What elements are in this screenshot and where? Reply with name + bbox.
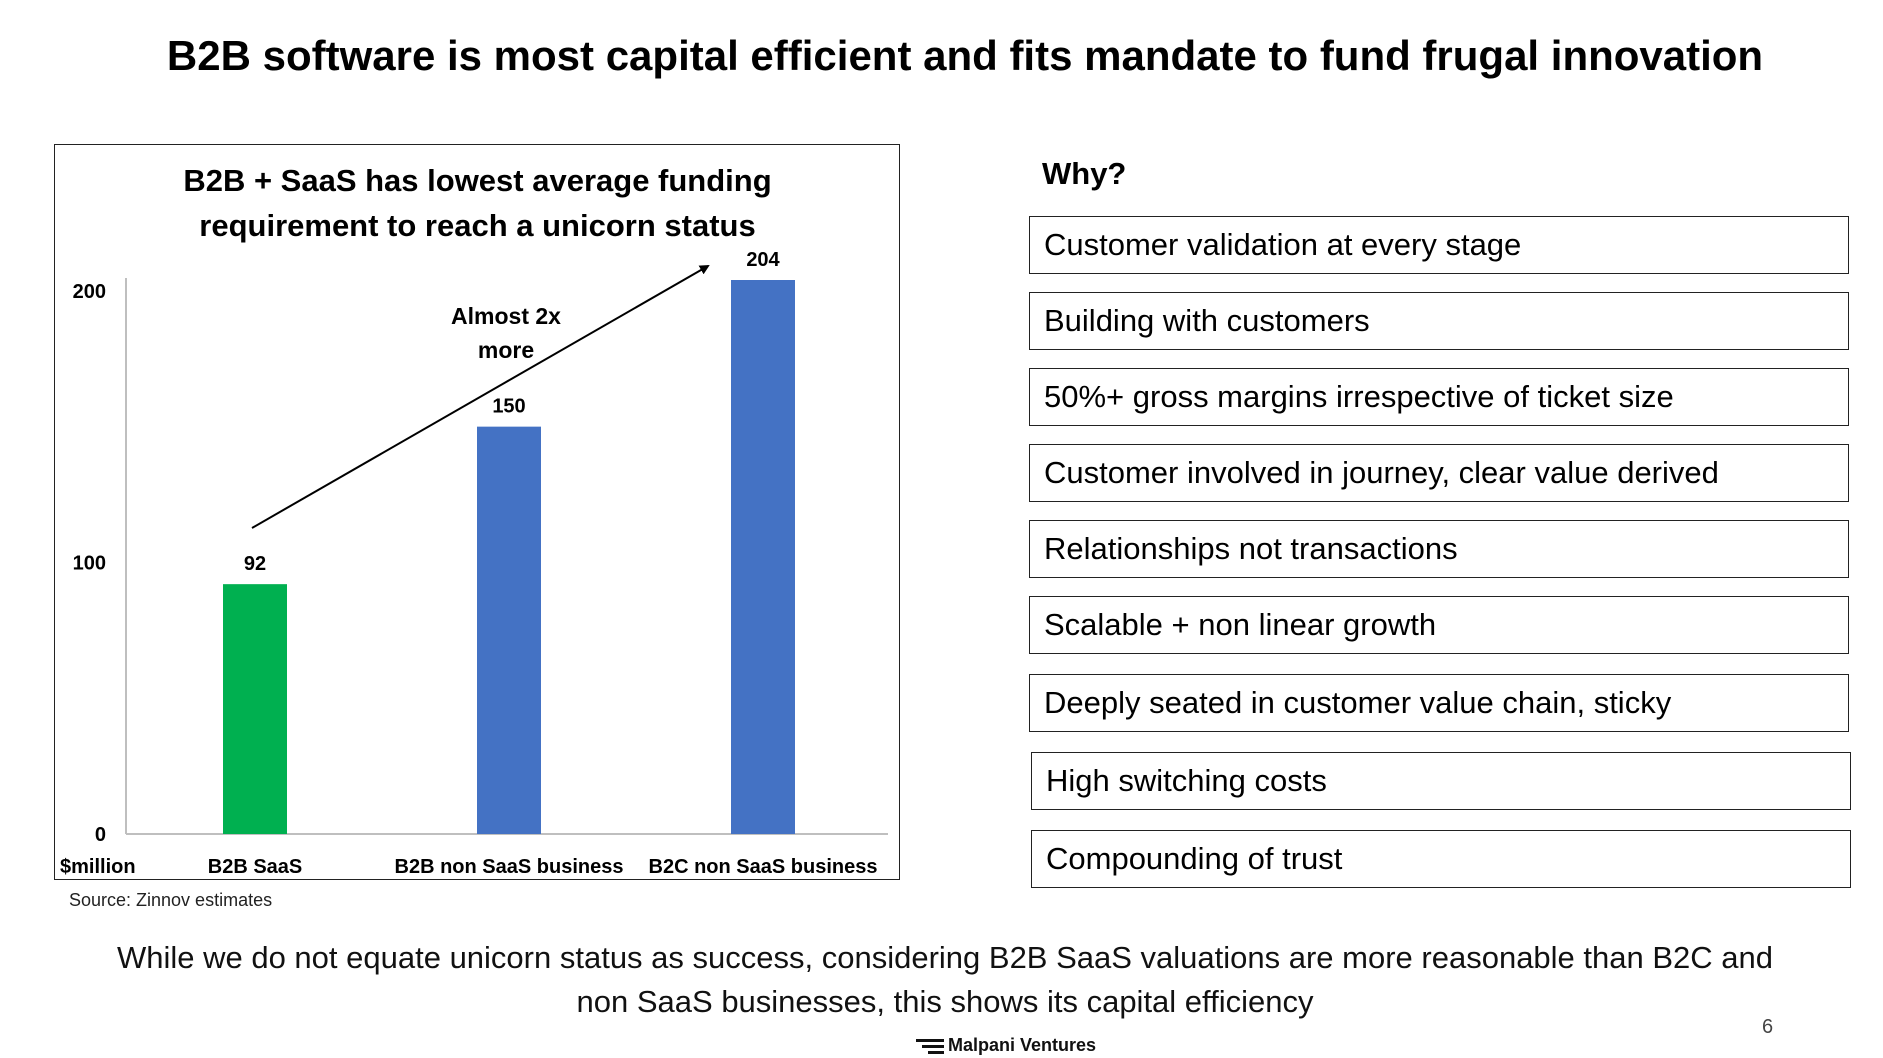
malpani-logo: Malpani Ventures <box>916 1036 1096 1058</box>
footer-line-2: non SaaS businesses, this shows its capi… <box>576 984 1314 1019</box>
bar-1 <box>477 426 541 834</box>
footer-text: While we do not equate unicorn status as… <box>60 936 1830 1024</box>
reason-box: 50%+ gross margins irrespective of ticke… <box>1029 368 1849 426</box>
bar-0 <box>223 584 287 834</box>
logo-text: Malpani Ventures <box>948 1036 1097 1055</box>
source-note: Source: Zinnov estimates <box>69 890 273 910</box>
reason-box: Compounding of trust <box>1031 830 1851 888</box>
annotation-line-1: Almost 2x <box>451 303 561 329</box>
data-label: 204 <box>746 249 780 271</box>
footer-line-1: While we do not equate unicorn status as… <box>116 940 1774 975</box>
chart-frame <box>54 144 900 880</box>
trend-arrow <box>251 265 710 529</box>
reason-box: Customer involved in journey, clear valu… <box>1029 444 1849 502</box>
x-tick-label: B2B non SaaS business <box>395 856 624 878</box>
reason-box: Customer validation at every stage <box>1029 216 1849 274</box>
bar-2 <box>731 280 795 834</box>
reason-box: Building with customers <box>1029 292 1849 350</box>
reason-box: Relationships not transactions <box>1029 520 1849 578</box>
y-axis-unit-label: $million <box>60 856 136 878</box>
chart-title-line-1: B2B + SaaS has lowest average funding <box>183 163 772 198</box>
y-tick-label: 100 <box>73 552 106 574</box>
data-label: 150 <box>492 396 525 418</box>
data-label: 92 <box>244 553 266 575</box>
slide-title: B2B software is most capital efficient a… <box>166 32 1764 79</box>
y-tick-label: 200 <box>73 281 106 303</box>
annotation-line-2: more <box>478 337 534 363</box>
page-number: 6 <box>1762 1016 1774 1038</box>
x-tick-label: B2C non SaaS business <box>649 856 878 878</box>
chart-title: B2B + SaaS has lowest average funding re… <box>55 158 900 248</box>
why-heading: Why? <box>1042 156 1127 191</box>
y-tick-label: 0 <box>95 824 106 846</box>
logo-stripes-icon <box>916 1036 944 1054</box>
reason-box: Scalable + non linear growth <box>1029 596 1849 654</box>
chart-title-line-2: requirement to reach a unicorn status <box>199 208 756 243</box>
reason-box: High switching costs <box>1031 752 1851 810</box>
reason-box: Deeply seated in customer value chain, s… <box>1029 674 1849 732</box>
x-tick-label: B2B SaaS <box>208 856 303 878</box>
